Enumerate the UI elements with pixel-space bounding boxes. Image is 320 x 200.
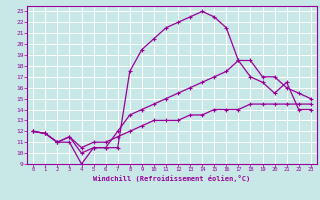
X-axis label: Windchill (Refroidissement éolien,°C): Windchill (Refroidissement éolien,°C) [93, 175, 251, 182]
